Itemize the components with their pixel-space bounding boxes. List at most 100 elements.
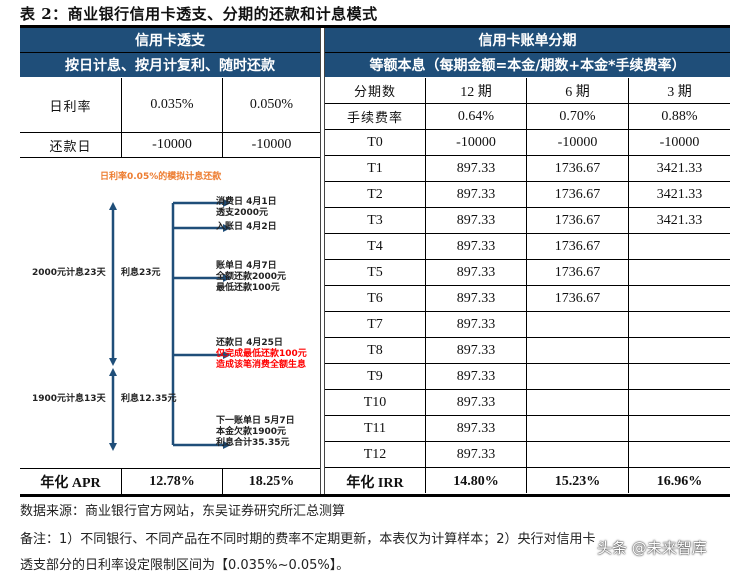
event-line: 下一账单日 5月7日 (216, 416, 295, 426)
row-label: 分期数 (353, 85, 396, 100)
divider (526, 78, 527, 493)
divider (20, 52, 320, 53)
row-label: 手续费率 (346, 111, 403, 126)
event-purchase: 消费日 4月1日 透支2000元 (216, 197, 277, 219)
table-cell: 3421.33 (656, 212, 703, 228)
event-line: 入账日 4月2日 (216, 222, 277, 232)
divider (325, 52, 730, 53)
event-line: 透支2000元 (216, 208, 269, 218)
apr-2: 18.25% (248, 473, 295, 489)
table-divider (320, 28, 325, 495)
table-cell: 897.33 (456, 264, 496, 280)
divider (325, 441, 730, 442)
divider (20, 157, 320, 158)
table-cell (629, 390, 730, 415)
divider (325, 285, 730, 286)
table-cell: 1736.67 (554, 290, 601, 306)
table-cell: 3421.33 (656, 186, 703, 202)
divider (20, 468, 320, 469)
table-cell: 897.33 (456, 212, 496, 228)
right-header: 信用卡账单分期 (325, 28, 730, 52)
timeline-arrows-icon (109, 199, 231, 451)
left-subheader: 按日计息、按月计复利、随时还款 (20, 53, 320, 77)
table-cell (527, 338, 628, 363)
remark-line-2: 透支部分的日利率设定限制区间为【0.035%~0.05%】。 (20, 558, 350, 573)
table-cell: 1736.67 (554, 212, 601, 228)
irr-6: 15.23% (554, 473, 601, 489)
table-cell: 897.33 (456, 394, 496, 410)
table-cell: 897.33 (456, 446, 496, 462)
row-label: T8 (367, 342, 383, 358)
divider (325, 155, 730, 156)
period1-days: 2000元计息23天 (32, 268, 106, 278)
event-line: 最低还款100元 (216, 283, 280, 293)
divider (325, 233, 730, 234)
event-due-date: 还款日 4月25日 仅完成最低还款100元 造成该笔消费全额生息 (216, 338, 307, 371)
watermark: 头条 @未来智库 (597, 539, 707, 557)
source-note: 数据来源：商业银行官方网站，东吴证券研究所汇总测算 (20, 504, 346, 519)
table-cell (527, 442, 628, 467)
period2-days: 1900元计息13天 (32, 394, 106, 404)
row-label: T12 (363, 446, 387, 462)
divider (325, 337, 730, 338)
row-label: T2 (367, 186, 383, 202)
table-cell: 0.70% (559, 108, 596, 124)
table-cell: 897.33 (456, 160, 496, 176)
table-cell: -10000 (659, 134, 700, 150)
event-posting: 入账日 4月2日 (216, 222, 277, 233)
table-cell (629, 260, 730, 285)
divider (628, 78, 629, 493)
event-line: 账单日 4月7日 (216, 261, 277, 271)
table-title: 表 2：商业银行信用卡透支、分期的还款和计息模式 (20, 5, 378, 23)
table-cell: 897.33 (456, 342, 496, 358)
divider (121, 469, 122, 494)
table-cell (527, 416, 628, 441)
label-repay-day: 还款日 (49, 139, 92, 155)
table-cell: 1736.67 (554, 238, 601, 254)
event-next-statement: 下一账单日 5月7日 本金欠款1900元 利息合计35.35元 (216, 416, 295, 449)
table-cell: 897.33 (456, 420, 496, 436)
table-cell (527, 390, 628, 415)
row-label: T10 (363, 394, 387, 410)
table-cell: 897.33 (456, 316, 496, 332)
divider (325, 363, 730, 364)
table-cell: 0.64% (457, 108, 495, 124)
table-cell: 897.33 (456, 186, 496, 202)
table-cell (629, 416, 730, 441)
table-cell (527, 312, 628, 337)
row-label: T0 (367, 134, 383, 150)
divider (222, 469, 223, 494)
divider (325, 103, 730, 104)
right-subheader: 等额本息（每期金额=本金/期数+本金*手续费率） (325, 53, 730, 77)
row-label: T7 (367, 316, 383, 332)
warning-line: 造成该笔消费全额生息 (216, 360, 307, 370)
period2-interest: 利息12.35元 (121, 394, 177, 404)
divider (20, 132, 320, 133)
divider (325, 311, 730, 312)
event-statement: 账单日 4月7日 全额还款2000元 最低还款100元 (216, 261, 286, 294)
table-cell (629, 364, 730, 389)
repay-day-1: -10000 (152, 137, 192, 152)
divider (325, 181, 730, 182)
divider (325, 389, 730, 390)
table-cell (629, 234, 730, 259)
table-cell: 0.88% (661, 108, 698, 124)
event-line: 利息合计35.35元 (216, 438, 290, 448)
row-label: T5 (367, 264, 383, 280)
table-cell (527, 364, 628, 389)
event-line: 本金欠款1900元 (216, 427, 287, 437)
divider (325, 129, 730, 130)
row-label: T9 (367, 368, 383, 384)
divider (121, 78, 122, 157)
divider (325, 415, 730, 416)
row-label: T11 (363, 420, 387, 436)
daily-rate-1: 0.035% (150, 97, 194, 112)
table-cell: 12 期 (460, 84, 492, 100)
table-cell (629, 312, 730, 337)
warning-line: 仅完成最低还款100元 (216, 349, 307, 359)
table-cell: -10000 (456, 134, 496, 150)
table-cell: 3 期 (667, 84, 692, 100)
label-irr: 年化 IRR (346, 475, 404, 491)
event-line: 还款日 4月25日 (216, 338, 283, 348)
table-cell (629, 286, 730, 311)
